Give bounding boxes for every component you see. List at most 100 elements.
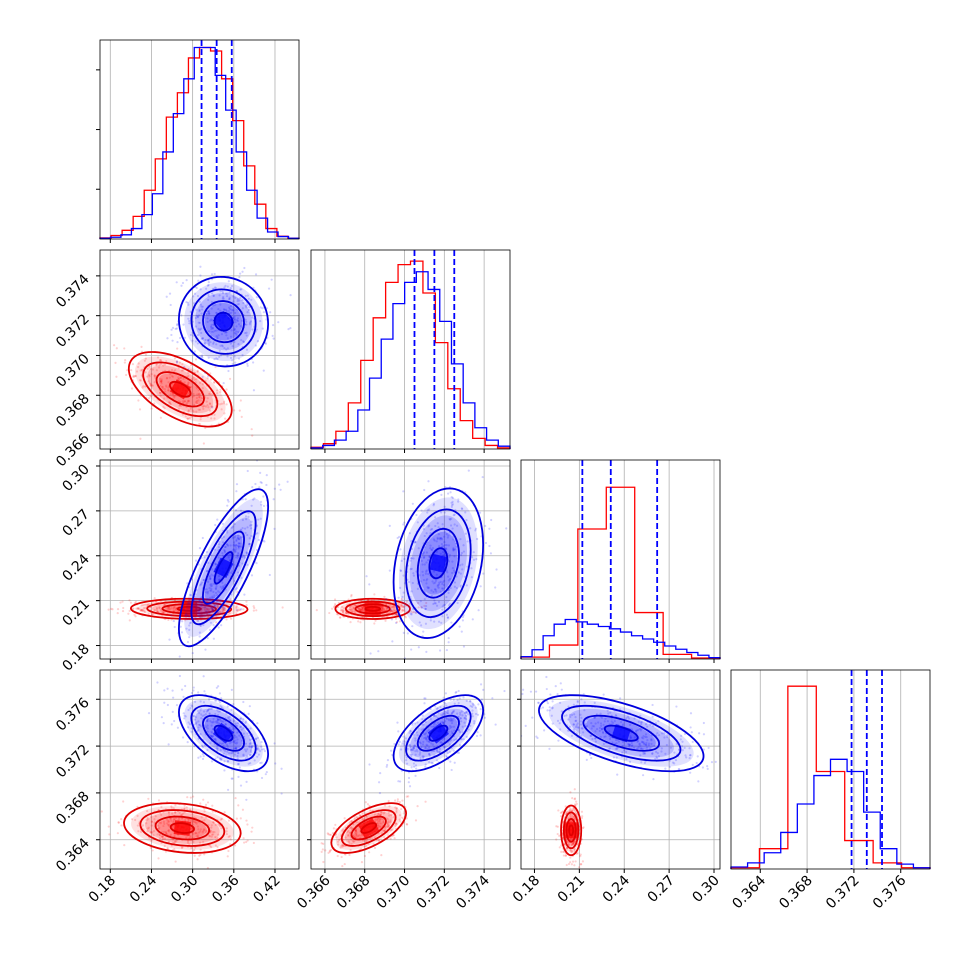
joint-panel-3-2 <box>520 669 721 870</box>
contour-3-0-0-2 <box>154 815 211 841</box>
joint-frame-2-0 <box>99 459 300 660</box>
contour-1-0-0-3 <box>169 380 192 398</box>
ytick-label-1-2: 0.370 <box>53 351 93 391</box>
grid-3-0 <box>100 670 299 869</box>
ytick-label-2-2: 0.24 <box>59 551 92 584</box>
contour-1-0-1-2 <box>202 300 245 344</box>
grid-1-0 <box>100 250 299 449</box>
hist-0-series-0 <box>99 46 300 239</box>
contour-3-0-1-3 <box>213 724 234 742</box>
xtick-label-0-0: 0.18 <box>86 873 119 906</box>
hist-1-series-1 <box>310 271 511 449</box>
contour-2-1-1-3 <box>428 547 449 580</box>
xtick-label-3-1: 0.368 <box>776 873 816 913</box>
hist-frame-0 <box>99 39 300 240</box>
xtick-label-3-3: 0.376 <box>870 872 910 912</box>
contour-2-0-1-3 <box>213 551 234 585</box>
xtick-label-2-4: 0.30 <box>689 873 722 906</box>
contour-1-0-0-0 <box>127 351 233 428</box>
contour-3-0-1-1 <box>190 704 257 762</box>
scatter-3-0-series-0 <box>100 795 255 869</box>
grid-3-2 <box>521 670 720 869</box>
density-peak-2-0-0 <box>181 601 198 616</box>
contour-3-2-0-2 <box>565 818 577 843</box>
joint-frame-2-1 <box>310 459 511 660</box>
xtick-label-1-2: 0.370 <box>374 873 414 913</box>
ytick-label-3-1: 0.368 <box>53 788 93 828</box>
ytick-label-2-3: 0.27 <box>59 506 92 539</box>
hist-panel-3 <box>730 669 931 870</box>
contour-3-0-1-2 <box>202 714 245 752</box>
density-peak-3-0-1 <box>212 722 235 744</box>
contour-1-0-1-1 <box>190 288 257 355</box>
ytick-label-2-1: 0.21 <box>59 596 92 629</box>
contour-3-2-1-0 <box>538 694 705 773</box>
ytick-label-1-3: 0.372 <box>53 311 93 351</box>
density-peak-2-0-1 <box>213 557 234 579</box>
contour-3-1-0-1 <box>340 809 397 847</box>
contour-2-0-1-0 <box>178 488 270 648</box>
grid-2-0 <box>100 460 299 659</box>
ytick-label-1-4: 0.374 <box>53 271 93 311</box>
xtick-label-1-1: 0.368 <box>334 873 374 913</box>
contour-1-0-0-1 <box>142 361 219 418</box>
ytick-label-3-0: 0.364 <box>53 835 93 875</box>
density-peak-2-1-0 <box>364 601 381 616</box>
joint-frame-3-1 <box>310 669 511 870</box>
hist-panel-2 <box>520 459 721 660</box>
contour-2-1-0-2 <box>354 603 391 615</box>
joint-panel-3-1 <box>310 669 511 870</box>
xtick-label-2-0: 0.18 <box>510 873 543 906</box>
xtick-label-0-4: 0.42 <box>250 873 283 906</box>
contour-2-0-0-3 <box>176 605 202 612</box>
ytick-label-3-3: 0.376 <box>53 695 93 735</box>
grid-0-0 <box>109 40 276 239</box>
contour-3-1-1-3 <box>428 724 449 742</box>
contour-3-1-1-2 <box>416 714 460 752</box>
xtick-label-1-4: 0.374 <box>453 872 493 912</box>
contour-3-2-1-1 <box>561 704 682 762</box>
joint-panel-2-0 <box>99 459 300 660</box>
hist-3-series-1 <box>730 758 931 869</box>
grid-1-1 <box>324 250 485 449</box>
contour-3-2-0-0 <box>560 804 583 857</box>
hist-frame-2 <box>520 459 721 660</box>
contour-1-0-1-0 <box>178 275 270 368</box>
xtick-label-0-1: 0.24 <box>127 872 160 905</box>
contour-3-0-1-0 <box>178 694 270 773</box>
contour-3-0-0-3 <box>169 822 195 834</box>
contour-2-0-0-1 <box>146 600 233 618</box>
density-peak-3-1-1 <box>427 722 449 744</box>
contour-2-1-1-1 <box>405 508 472 619</box>
grid-3-3 <box>759 670 902 869</box>
contour-3-2-1-2 <box>582 714 661 752</box>
ytick-label-2-0: 0.18 <box>59 641 92 674</box>
joint-frame-3-2 <box>520 669 721 870</box>
contour-2-0-0-0 <box>129 597 249 620</box>
joint-frame-1-0 <box>99 249 300 450</box>
hist-3-series-0 <box>730 685 931 869</box>
contour-3-0-0-1 <box>139 809 226 847</box>
hist-2-series-1 <box>520 618 721 659</box>
contour-2-1-0-3 <box>364 605 382 612</box>
xtick-label-0-2: 0.30 <box>168 873 201 906</box>
ytick-label-3-2: 0.372 <box>53 742 93 782</box>
hist-frame-1 <box>310 249 511 450</box>
xtick-label-3-0: 0.364 <box>729 872 769 912</box>
contour-3-1-0-2 <box>350 815 387 841</box>
ytick-label-1-1: 0.368 <box>53 391 93 431</box>
density-peak-1-0-1 <box>212 311 235 333</box>
ytick-label-1-0: 0.366 <box>53 431 93 471</box>
density-peak-2-1-1 <box>429 553 447 573</box>
contour-3-1-1-1 <box>405 704 472 762</box>
contour-3-2-1-3 <box>603 724 639 742</box>
contour-2-0-1-2 <box>202 530 245 605</box>
xtick-label-3-2: 0.372 <box>823 873 863 913</box>
contour-2-1-1-0 <box>392 487 485 639</box>
joint-panel-3-0 <box>99 669 300 870</box>
contour-1-0-1-3 <box>213 311 234 332</box>
contour-3-1-0-3 <box>360 822 378 834</box>
hist-frame-3 <box>730 669 931 870</box>
density-peak-1-0-0 <box>169 379 191 400</box>
